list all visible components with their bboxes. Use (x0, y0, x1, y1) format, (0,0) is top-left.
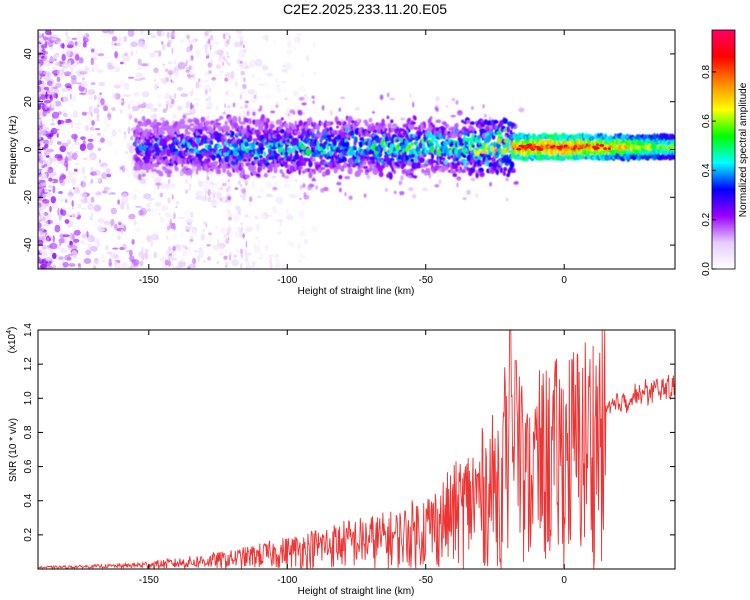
spectrogram-x-tick-label: -150 (139, 275, 159, 286)
colorbar-tick-label: 0.8 (701, 64, 712, 78)
spectrogram-x-tick-label: 0 (561, 275, 567, 286)
snr-y-tick-label: 1.2 (23, 357, 34, 371)
spectrogram-x-axis-label: Height of straight line (km) (298, 286, 415, 297)
spectrogram-ridge (132, 92, 675, 203)
snr-x-tick-label: -50 (419, 575, 434, 586)
spectrogram-y-tick-label: 20 (23, 96, 34, 108)
spectrogram-x-ticks: -150 -100 -50 0 (139, 30, 567, 286)
spectrogram-y-tick-label: -40 (23, 237, 34, 252)
snr-x-ticks: -150 -100 -50 0 (139, 330, 567, 586)
colorbar-label: Normalized spectral amplitude (738, 82, 749, 217)
colorbar-tick-label: 0.0 (701, 262, 712, 276)
spectrogram-y-tick-label: 40 (23, 48, 34, 60)
spectrogram-x-tick-label: -50 (419, 275, 434, 286)
snr-x-tick-label: 0 (561, 575, 567, 586)
snr-series (38, 330, 675, 569)
snr-y-tick-label: 1.0 (23, 391, 34, 405)
snr-y-tick-label: 1.4 (23, 323, 34, 337)
spectrogram-y-axis-label: Frequency (Hz) (8, 116, 19, 185)
spectrogram-y-tick-label: -20 (23, 190, 34, 205)
snr-y-tick-label: 0.2 (23, 527, 34, 541)
snr-scale-label: (x104) (6, 327, 18, 354)
snr-y-tick-label: 0.6 (23, 459, 34, 473)
snr-y-ticks: 0.2 0.4 0.6 0.8 1.0 1.2 1.4 (23, 323, 675, 542)
snr-y-axis-label: SNR (10 * v/v) (8, 418, 19, 482)
snr-line (38, 330, 675, 569)
spectrogram-late-peaks (516, 143, 611, 151)
colorbar-tick-label: 0.4 (701, 163, 712, 177)
spectrogram-heatmap (38, 30, 675, 269)
snr-frame (37, 329, 676, 570)
colorbar-tick-label: 0.2 (701, 212, 712, 226)
spectrogram-noise-blobs (38, 30, 318, 269)
snr-y-tick-label: 0.4 (23, 493, 34, 507)
snr-x-axis-label: Height of straight line (km) (298, 586, 415, 597)
spectrogram-panel: -150 -100 -50 0 -40 -20 0 20 40 Height of strai… (8, 29, 676, 297)
colorbar: 0.0 0.2 0.4 0.6 0.8 Normalized spectral ampl… (701, 29, 749, 276)
colorbar-gradient (711, 29, 736, 270)
snr-y-tick-label: 0.8 (23, 425, 34, 439)
snr-x-tick-label: -150 (139, 575, 159, 586)
colorbar-ticks: 0.0 0.2 0.4 0.6 0.8 (701, 64, 716, 276)
spectrogram-y-tick-label: 0 (23, 146, 34, 152)
snr-x-tick-label: -100 (277, 575, 297, 586)
snr-panel: -150 -100 -50 0 0.2 0.4 0.6 0.8 1.0 1.2 1.4 Heigh… (6, 323, 676, 597)
figure-title: C2E2.2025.233.11.20.E05 (283, 1, 447, 17)
spectrogram-x-tick-label: -100 (277, 275, 297, 286)
spectrogram-y-ticks: -40 -20 0 20 40 (23, 48, 675, 252)
colorbar-tick-label: 0.6 (701, 114, 712, 128)
